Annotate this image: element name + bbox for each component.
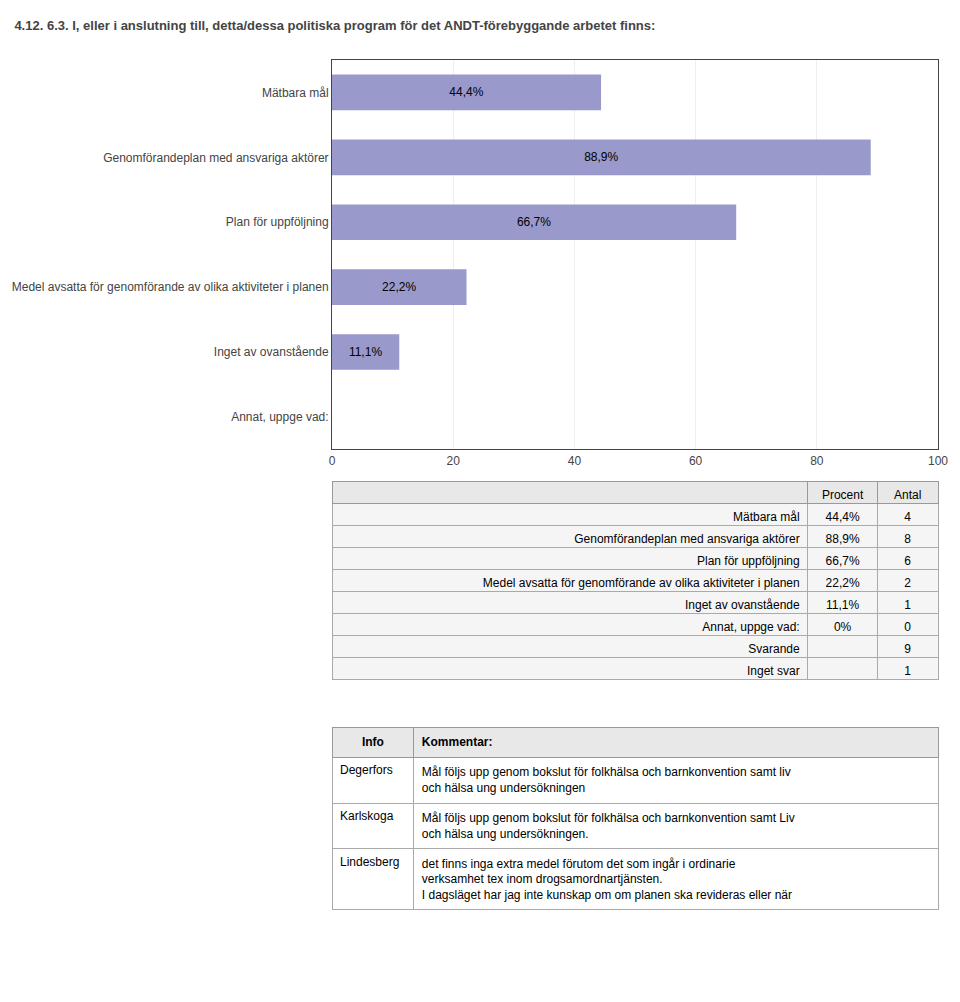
svg-text:1: 1 — [904, 664, 911, 678]
svg-text:1: 1 — [904, 598, 911, 612]
svg-text:44,4%: 44,4% — [826, 510, 860, 524]
svg-text:Karlskoga: Karlskoga — [340, 809, 394, 823]
svg-text:11,1%: 11,1% — [349, 345, 382, 359]
svg-text:4: 4 — [904, 510, 911, 524]
svg-text:60: 60 — [689, 454, 703, 468]
svg-text:Mål följs upp genom bokslut fö: Mål följs upp genom bokslut för folkhäls… — [422, 765, 791, 795]
svg-text:Info: Info — [362, 735, 384, 749]
svg-text:40: 40 — [568, 454, 582, 468]
svg-text:Genomförandeplan med ansvariga: Genomförandeplan med ansvariga aktörer — [103, 151, 328, 165]
svg-text:Lindesberg: Lindesberg — [340, 855, 399, 869]
svg-text:22,2%: 22,2% — [826, 576, 860, 590]
svg-text:4.12. 6.3. I, eller i anslutni: 4.12. 6.3. I, eller i anslutning till, d… — [14, 18, 655, 33]
svg-text:Plan för uppföljning: Plan för uppföljning — [226, 215, 329, 229]
svg-text:66,7%: 66,7% — [826, 554, 860, 568]
svg-text:8: 8 — [904, 532, 911, 546]
svg-text:Mätbara mål: Mätbara mål — [733, 510, 800, 524]
svg-text:2: 2 — [904, 576, 911, 590]
svg-text:Mätbara mål: Mätbara mål — [262, 86, 329, 100]
svg-text:Plan för uppföljning: Plan för uppföljning — [697, 554, 800, 568]
svg-text:Genomförandeplan med ansvariga: Genomförandeplan med ansvariga aktörer — [574, 532, 799, 546]
svg-text:88,9%: 88,9% — [826, 532, 860, 546]
svg-text:Annat, uppge vad:: Annat, uppge vad: — [231, 410, 328, 424]
svg-text:11,1%: 11,1% — [826, 598, 859, 612]
svg-text:Degerfors: Degerfors — [340, 763, 393, 777]
svg-text:66,7%: 66,7% — [517, 215, 551, 229]
svg-text:Annat, uppge vad:: Annat, uppge vad: — [702, 620, 799, 634]
svg-text:Svarande: Svarande — [748, 642, 800, 656]
svg-text:Medel avsatta för genomförande: Medel avsatta för genomförande av olika … — [12, 280, 329, 294]
svg-text:Inget svar: Inget svar — [747, 664, 800, 678]
svg-text:Kommentar:: Kommentar: — [422, 735, 493, 749]
svg-text:Procent: Procent — [822, 488, 864, 502]
svg-text:22,2%: 22,2% — [382, 280, 416, 294]
svg-text:88,9%: 88,9% — [584, 150, 618, 164]
svg-text:0: 0 — [904, 620, 911, 634]
svg-text:20: 20 — [447, 454, 461, 468]
svg-text:Inget av ovanstående: Inget av ovanstående — [214, 345, 329, 359]
svg-text:Mål följs upp genom bokslut fö: Mål följs upp genom bokslut för folkhäls… — [422, 811, 795, 841]
svg-text:Inget av ovanstående: Inget av ovanstående — [685, 598, 800, 612]
svg-text:0%: 0% — [834, 620, 852, 634]
svg-text:80: 80 — [810, 454, 824, 468]
svg-text:Medel avsatta för genomförande: Medel avsatta för genomförande av olika … — [483, 576, 800, 590]
svg-text:0: 0 — [329, 454, 336, 468]
svg-text:det finns inga extra medel för: det finns inga extra medel förutom det s… — [422, 857, 792, 902]
svg-text:100: 100 — [928, 454, 948, 468]
svg-text:6: 6 — [904, 554, 911, 568]
svg-text:9: 9 — [904, 642, 911, 656]
svg-text:44,4%: 44,4% — [449, 85, 483, 99]
svg-text:Antal: Antal — [894, 488, 921, 502]
